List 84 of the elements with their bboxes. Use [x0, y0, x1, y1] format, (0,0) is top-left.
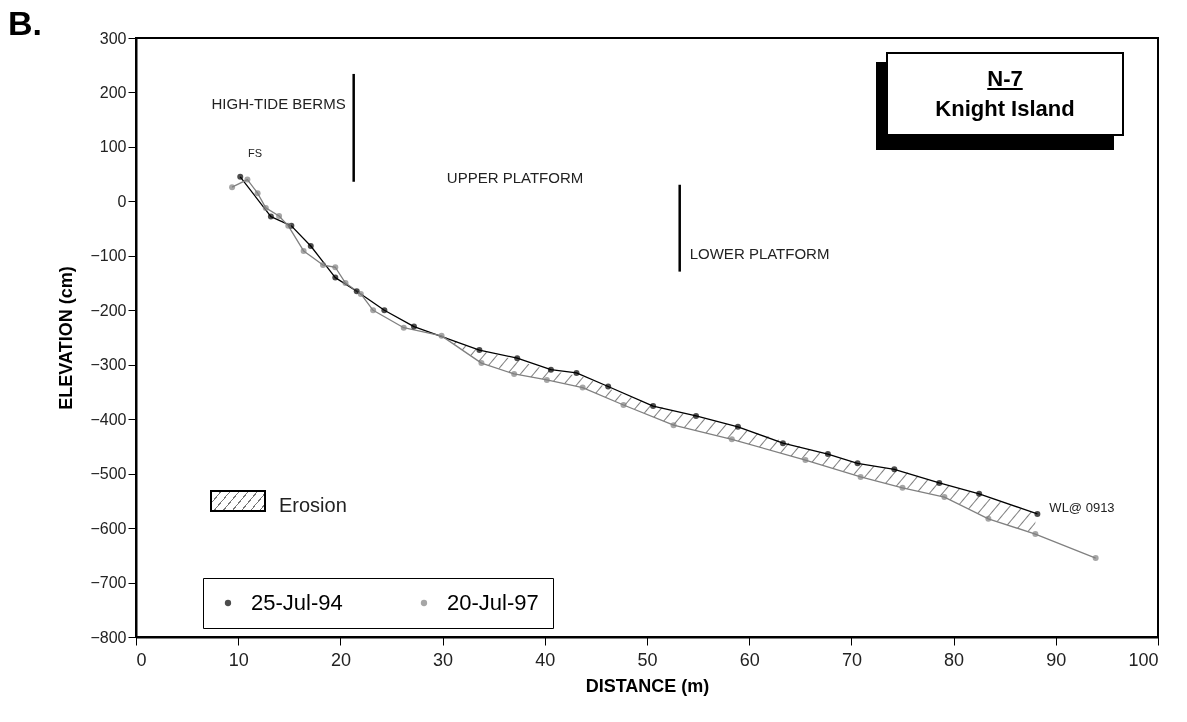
- x-tick-label: 70: [841, 649, 862, 670]
- y-tick-label: −200: [90, 301, 127, 319]
- annotation: UPPER PLATFORM: [446, 169, 584, 186]
- point: [353, 288, 360, 295]
- x-tick-label: 60: [739, 649, 760, 670]
- y-axis-title: ELEVATION (cm): [56, 266, 77, 410]
- point: [1034, 510, 1041, 517]
- point: [514, 355, 521, 362]
- point: [854, 460, 861, 467]
- framed-box: N-7 Knight Island: [886, 52, 1124, 136]
- point: [547, 366, 554, 373]
- point: [410, 323, 417, 330]
- x-axis-title: DISTANCE (m): [585, 675, 710, 696]
- y-tick-label: 0: [117, 192, 127, 210]
- point: [267, 213, 274, 220]
- point: [332, 274, 339, 281]
- y-tick-label: −500: [90, 465, 127, 483]
- point: [605, 383, 612, 390]
- point: [476, 347, 483, 354]
- point: [941, 494, 948, 501]
- point: [985, 515, 992, 522]
- ref-line-label: HIGH-TIDE BERMS: [211, 94, 346, 112]
- point: [342, 280, 349, 287]
- point: [320, 262, 327, 269]
- point: [693, 412, 700, 419]
- point: [229, 184, 236, 191]
- x-tick-label: 0: [136, 649, 147, 670]
- annotation: Erosion: [279, 494, 347, 516]
- x-tick-label: 90: [1046, 649, 1067, 670]
- y-tick-label: 100: [99, 138, 127, 156]
- point: [802, 457, 809, 464]
- point: [1092, 555, 1099, 562]
- point: [254, 190, 261, 197]
- x-tick-label: 80: [944, 649, 965, 670]
- point: [237, 173, 244, 180]
- point: [1032, 531, 1039, 538]
- y-tick-label: 200: [99, 83, 127, 101]
- point: [620, 402, 627, 409]
- x-tick-label: 100: [1128, 649, 1159, 670]
- point: [936, 479, 943, 486]
- point: [670, 422, 677, 429]
- point: [300, 247, 307, 254]
- point: [650, 403, 657, 410]
- point: [244, 176, 251, 183]
- point: [400, 324, 407, 331]
- point: [824, 451, 831, 458]
- point: [357, 290, 364, 297]
- legend-label: 25-Jul-94: [251, 590, 343, 615]
- point: [573, 369, 580, 376]
- point: [779, 440, 786, 447]
- y-tick-label: −600: [90, 519, 127, 537]
- x-tick-label: 40: [535, 649, 556, 670]
- y-tick-label: −100: [90, 247, 127, 265]
- y-tick-label: −800: [90, 628, 127, 646]
- point: [728, 436, 735, 443]
- x-tick-label: 20: [330, 649, 351, 670]
- y-tick-label: −300: [90, 356, 127, 374]
- annotation: WL@ 0913: [1049, 500, 1115, 516]
- point: [381, 307, 388, 314]
- point: [478, 360, 485, 367]
- point: [262, 204, 269, 211]
- point: [276, 213, 283, 220]
- point: [734, 423, 741, 430]
- x-tick-label: 30: [433, 649, 454, 670]
- point: [899, 484, 906, 491]
- point: [511, 370, 518, 377]
- y-tick-label: −700: [90, 574, 127, 592]
- text: B.: [8, 4, 42, 43]
- x-tick-label: 50: [637, 649, 658, 670]
- annotation: FS: [248, 147, 263, 159]
- point: [579, 384, 586, 391]
- y-tick-label: −400: [90, 410, 127, 428]
- legend-label: 20-Jul-97: [447, 590, 539, 615]
- point: [976, 490, 983, 497]
- point: [307, 243, 314, 250]
- point: [370, 307, 377, 314]
- x-tick-label: 10: [228, 649, 249, 670]
- y-tick-label: 300: [99, 29, 127, 47]
- ref-line-label: LOWER PLATFORM: [689, 244, 830, 262]
- point: [543, 376, 550, 383]
- point: [332, 264, 339, 271]
- point: [891, 466, 898, 473]
- point: [438, 332, 445, 339]
- point: [857, 473, 864, 480]
